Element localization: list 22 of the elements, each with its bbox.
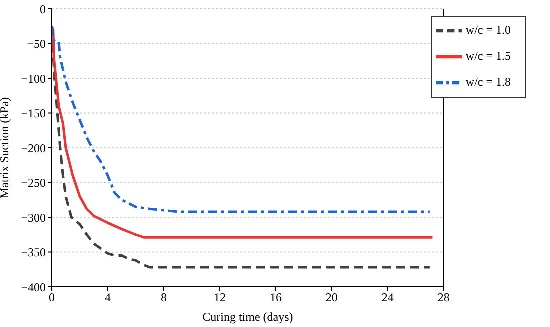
x-tick-label: 0 — [49, 290, 55, 305]
y-tick-label: −200 — [21, 141, 46, 156]
y-axis-title: Matrix Suction (kPa) — [0, 97, 12, 199]
legend-label: w/c = 1.5 — [466, 48, 511, 63]
y-tick-label: −50 — [27, 37, 46, 52]
x-axis-title: Curing time (days) — [202, 310, 294, 324]
legend-label: w/c = 1.0 — [466, 22, 511, 37]
y-tick-label: −100 — [21, 72, 46, 86]
y-tick-label: 0 — [40, 2, 46, 16]
legend-label: w/c = 1.8 — [466, 74, 511, 89]
y-tick-label: −250 — [21, 176, 46, 190]
x-tick-label: 8 — [160, 290, 167, 305]
x-tick-label: 16 — [270, 290, 282, 305]
y-tick-label: −350 — [21, 246, 46, 260]
y-tick-label: −400 — [21, 280, 46, 294]
y-tick-label: −150 — [21, 106, 46, 121]
x-tick-label: 20 — [326, 290, 338, 305]
x-tick-label: 12 — [214, 290, 226, 305]
x-tick-label: 4 — [104, 290, 111, 305]
x-tick-label: 24 — [382, 290, 394, 305]
x-tick-label: 28 — [438, 290, 450, 305]
y-tick-label: −300 — [21, 210, 46, 225]
